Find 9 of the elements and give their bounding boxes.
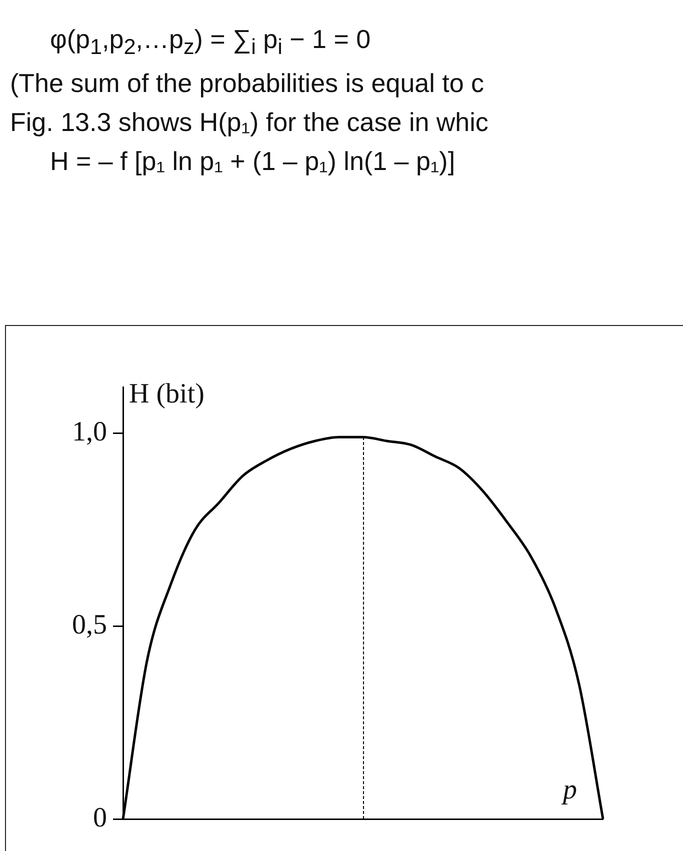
text: (The sum of the probabilities is equal to c <box>10 66 486 100</box>
caption: Fig. 13.3 shows H(p₁) for the case in whic <box>10 106 490 139</box>
y-tick-label: 0,5 <box>72 610 107 640</box>
x-axis-title: p <box>561 774 577 806</box>
text: H = – f [p₁ ln p₁ + (1 – p₁) ln(1 – p₁)] <box>49 144 456 178</box>
y-axis-title: H (bit) <box>129 378 204 410</box>
y-tick-label: 1,0 <box>72 416 107 448</box>
text: φ(p$_{1}$,p$_{2}$,…p$_{z}$) = ∑$_{i}$ p$_{i}$ − 1 = 0 <box>50 24 371 60</box>
y-tick-label: 0 <box>93 802 107 834</box>
